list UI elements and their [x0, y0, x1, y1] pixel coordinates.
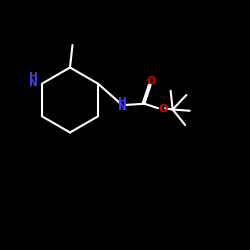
- Text: N: N: [118, 102, 126, 113]
- Text: O: O: [158, 104, 168, 114]
- Text: H: H: [118, 97, 126, 107]
- Text: O: O: [147, 76, 156, 86]
- Text: H: H: [30, 72, 38, 83]
- Text: N: N: [30, 78, 38, 88]
